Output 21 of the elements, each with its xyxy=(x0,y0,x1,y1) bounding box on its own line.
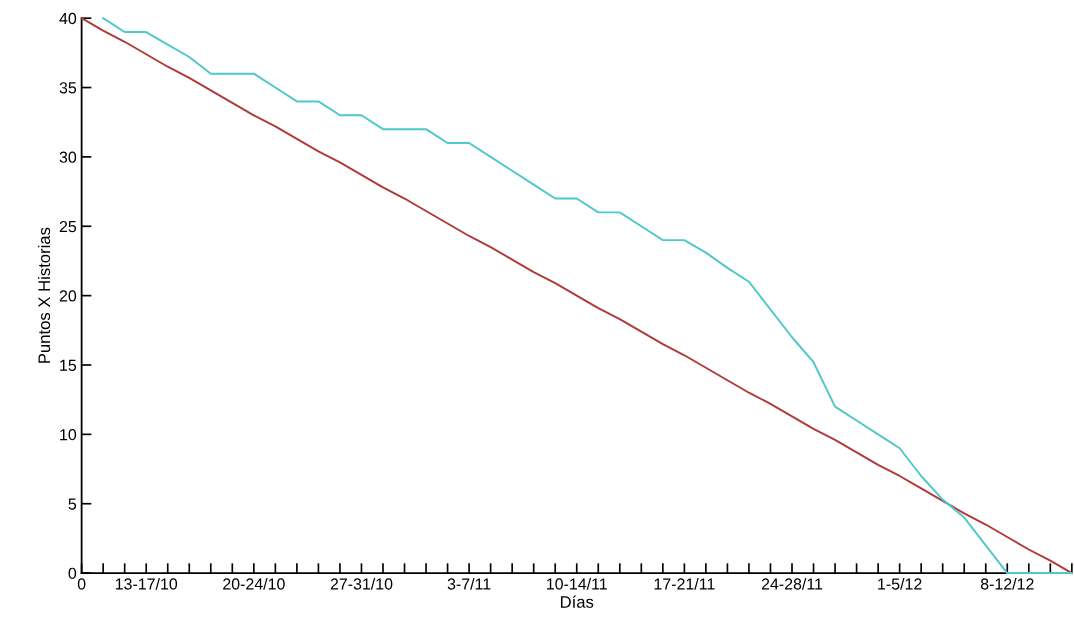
y-tick-label: 15 xyxy=(60,359,77,371)
y-tick-label: 30 xyxy=(59,151,77,163)
x-tick-label: 17-21/11 xyxy=(654,577,715,590)
y-tick-label: 35 xyxy=(59,82,77,94)
x-tick-label: 13-17/10 xyxy=(115,577,178,590)
x-tick-label: 1-5/12 xyxy=(878,577,922,590)
x-tick-label: 20-24/10 xyxy=(223,577,285,590)
y-axis-title: Puntos X Historias xyxy=(37,227,51,363)
x-tick-label: 8-12/12 xyxy=(980,577,1034,590)
y-tick-label: 10 xyxy=(60,428,77,441)
x-tick-label: 27-31/10 xyxy=(330,577,393,590)
y-tick-label: 0 xyxy=(68,567,77,580)
x-axis-title: Días xyxy=(560,595,594,608)
x-tick-label: 3-7/11 xyxy=(447,577,491,590)
x-tick-label: 24-28/11 xyxy=(761,577,823,590)
x-tick-label: 0 xyxy=(77,578,86,590)
x-tick-label: 10-14/11 xyxy=(547,577,607,590)
y-tick-label: 40 xyxy=(59,12,77,25)
y-tick-label: 5 xyxy=(68,498,77,510)
y-tick-label: 25 xyxy=(59,220,77,233)
y-tick-label: 20 xyxy=(59,290,77,302)
